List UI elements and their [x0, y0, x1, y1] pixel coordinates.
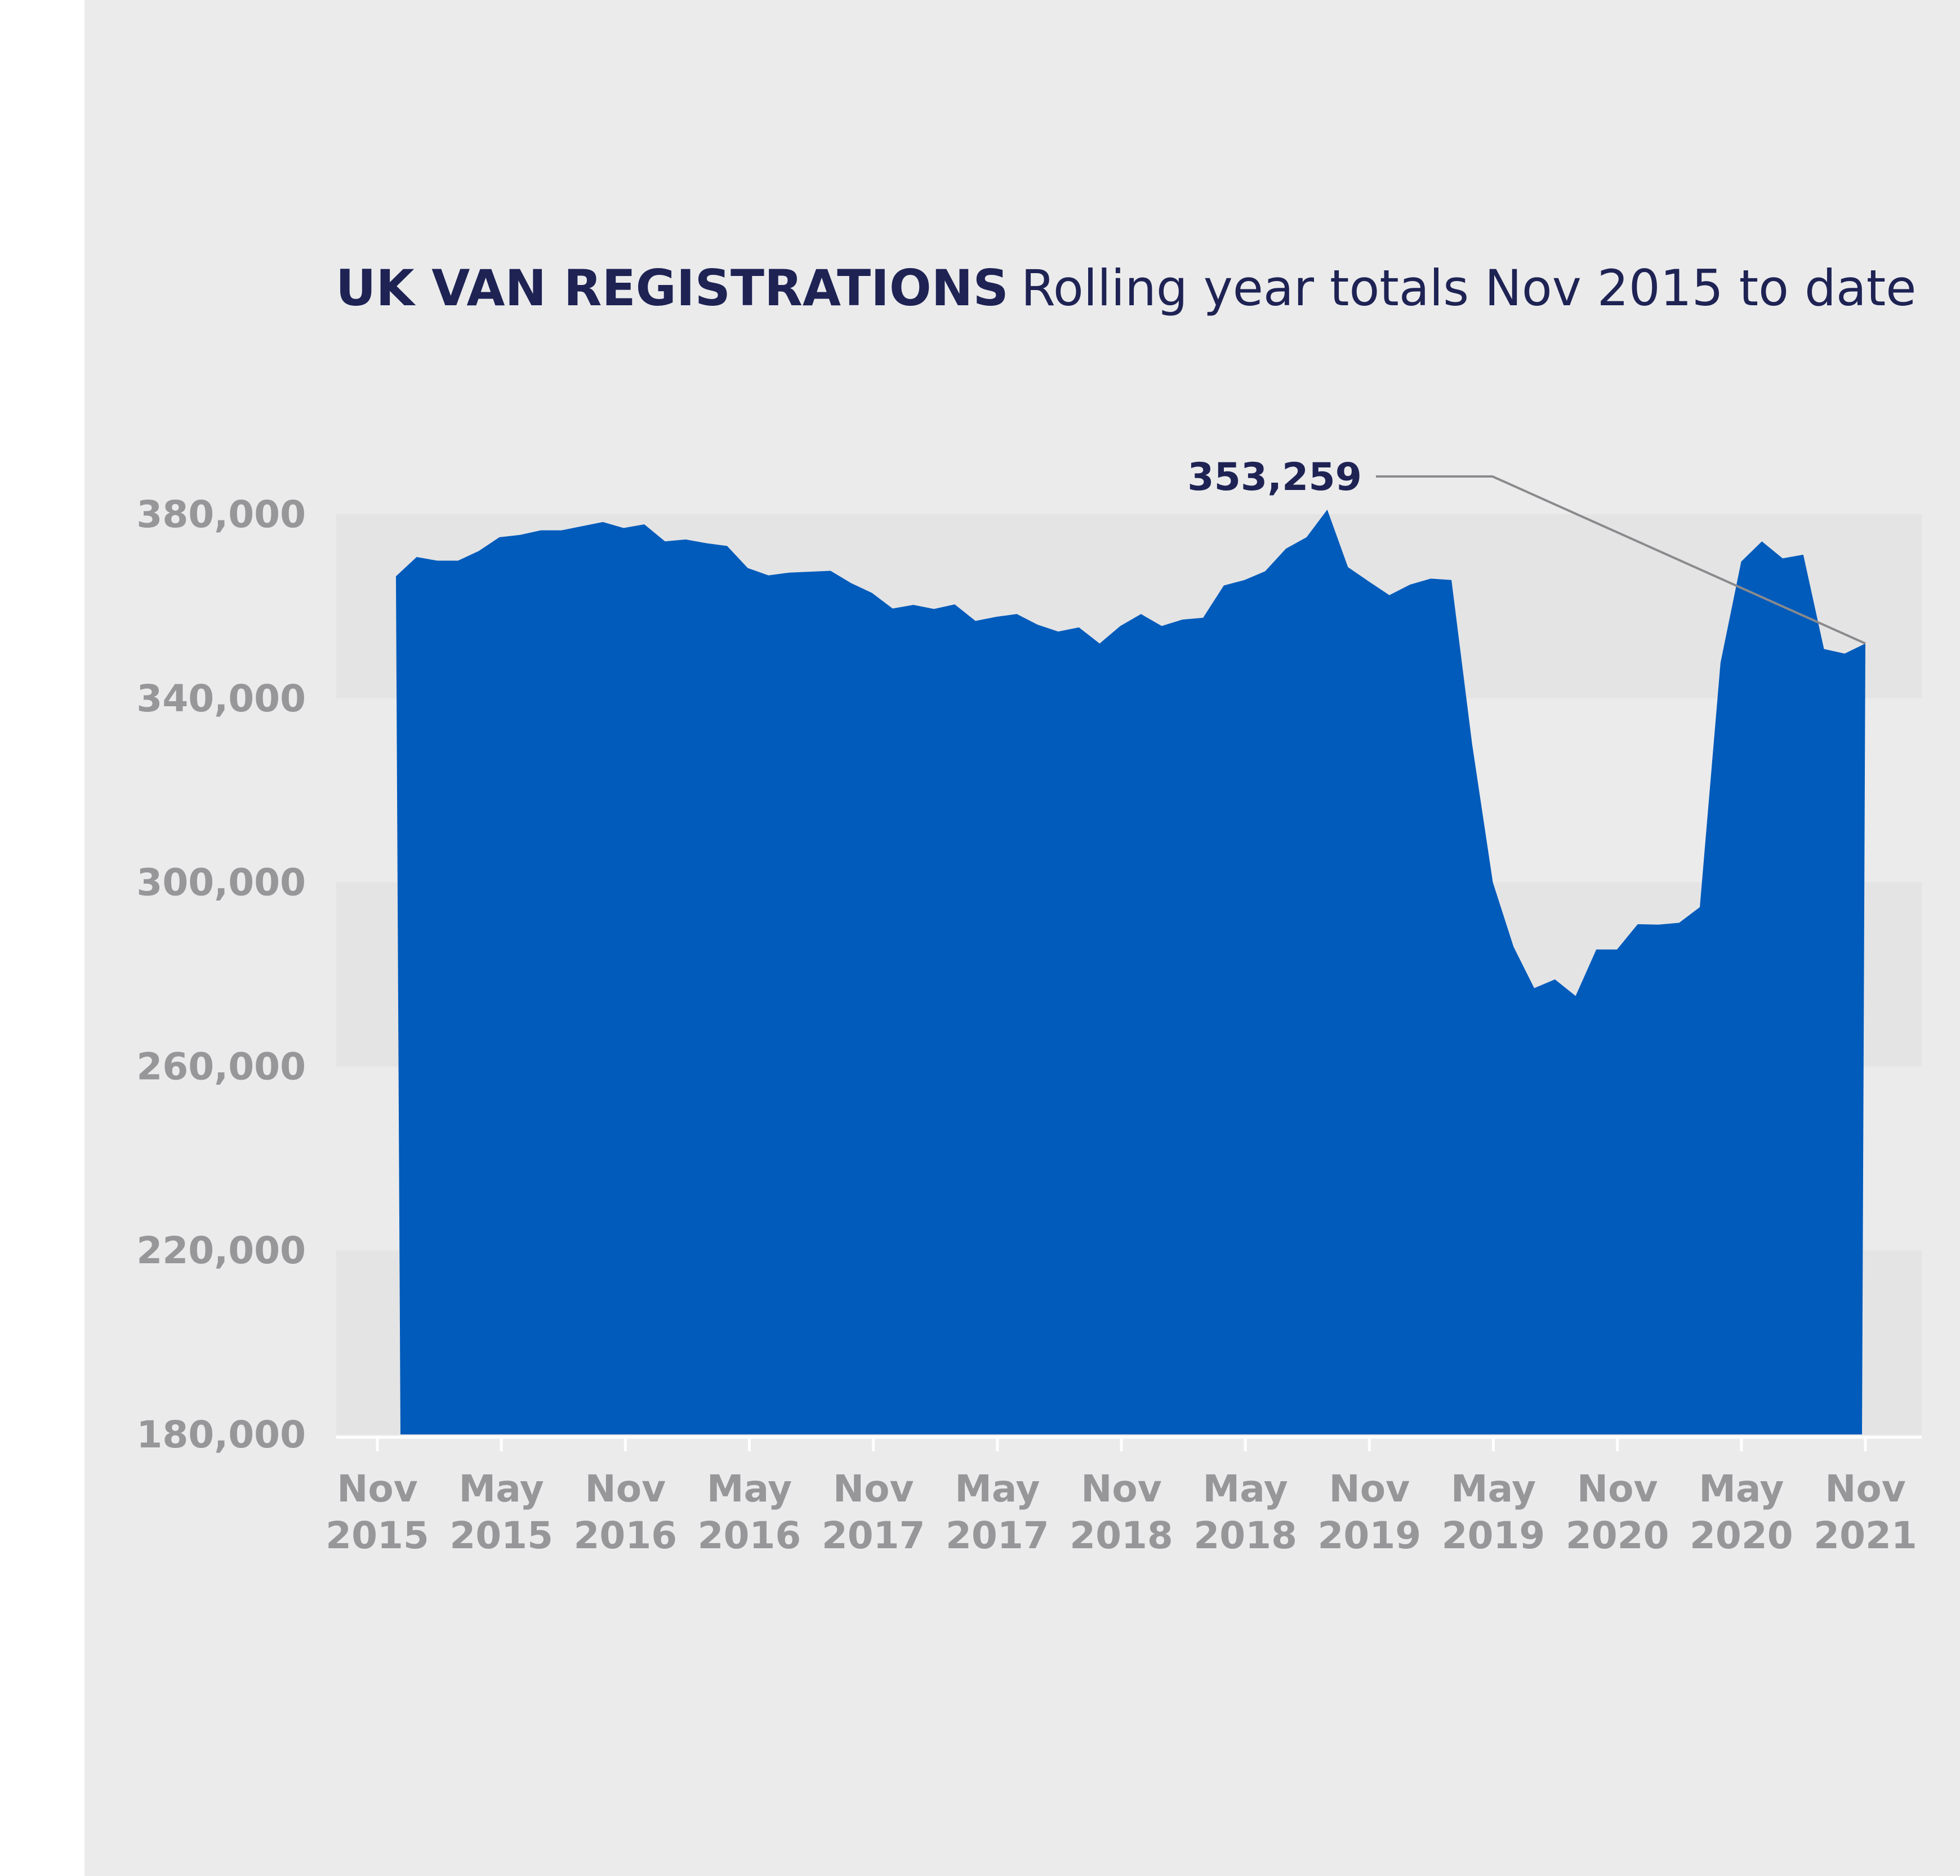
x-tick-label-year: 2016 [573, 1514, 677, 1557]
y-tick-label: 180,000 [136, 1413, 306, 1456]
x-tick-label-year: 2015 [449, 1514, 553, 1557]
x-tick-label-year: 2015 [326, 1514, 429, 1557]
x-tick-label-year: 2020 [1690, 1514, 1793, 1557]
x-tick-label-month: Nov [337, 1467, 418, 1510]
x-tick-label-year: 2018 [1193, 1514, 1297, 1557]
area-series-layer [396, 509, 1865, 1434]
y-tick-label: 220,000 [136, 1229, 306, 1272]
x-tick-label-month: May [1203, 1467, 1288, 1510]
x-tick-label-year: 2017 [946, 1514, 1049, 1557]
x-tick-label-year: 2019 [1317, 1514, 1421, 1557]
callout-line [1376, 475, 1866, 645]
y-tick-label: 300,000 [136, 861, 306, 904]
x-axis [336, 1436, 1922, 1451]
x-tick-label-month: May [1451, 1467, 1536, 1510]
x-tick-label-month: May [459, 1467, 544, 1510]
x-tick-label-month: May [955, 1467, 1040, 1510]
callout-label: 353,259 [1187, 455, 1362, 500]
x-tick-label-month: Nov [1825, 1467, 1906, 1510]
x-tick-label-year: 2018 [1070, 1514, 1173, 1557]
chart-title-bold: UK VAN REGISTRATIONS [336, 259, 1009, 317]
y-tick-label: 340,000 [136, 677, 306, 720]
chart-title: UK VAN REGISTRATIONS Rolling year totals … [336, 259, 1916, 317]
area-series [396, 509, 1865, 1434]
x-tick-label-month: Nov [585, 1467, 666, 1510]
x-tick-label-month: Nov [1081, 1467, 1162, 1510]
y-tick-label: 380,000 [136, 493, 306, 536]
x-tick-label-month: May [1699, 1467, 1784, 1510]
x-tick-label-year: 2016 [698, 1514, 801, 1557]
x-tick-label-year: 2019 [1442, 1514, 1545, 1557]
y-axis-ticks: 380,000 340,000 300,000 260,000 220,000 180,0… [136, 493, 306, 1456]
y-tick-label: 260,000 [136, 1045, 306, 1088]
x-tick-label-month: Nov [1577, 1467, 1658, 1510]
x-tick-label-month: Nov [833, 1467, 914, 1510]
x-tick-label-year: 2021 [1814, 1514, 1917, 1557]
x-axis-ticks: Nov2015May2015Nov2016May2016Nov2017May20… [326, 1467, 1917, 1557]
x-tick-label-month: Nov [1329, 1467, 1410, 1510]
x-tick-label-year: 2017 [822, 1514, 925, 1557]
x-tick-label-month: May [707, 1467, 792, 1510]
x-tick-label-year: 2020 [1566, 1514, 1669, 1557]
callout: 353,259 [1187, 455, 1866, 645]
chart-subtitle: Rolling year totals Nov 2015 to date [1021, 259, 1917, 317]
